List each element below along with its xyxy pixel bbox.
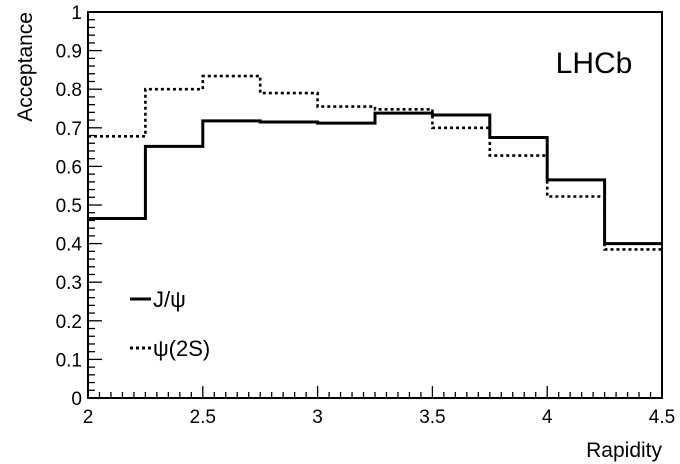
y-tick-label: 0.1: [56, 350, 82, 371]
series-jpsi-line: [88, 111, 662, 246]
y-tick-label: 0.8: [56, 80, 82, 101]
x-tick-label: 4.5: [649, 407, 675, 428]
y-tick-label: 0.4: [56, 235, 83, 256]
plot-frame: [87, 11, 663, 399]
x-tick-label: 2.5: [190, 407, 216, 428]
y-tick-label: 0.5: [56, 196, 82, 217]
x-tick-label: 2: [83, 407, 94, 428]
legend: J/ψ ψ(2S): [130, 287, 210, 361]
x-tick-label: 3.5: [419, 407, 445, 428]
x-axis-label: Rapidity: [586, 439, 662, 462]
y-tick-label: 0.9: [56, 42, 82, 63]
y-tick-label: 0.6: [56, 157, 82, 178]
y-tick-label: 1: [71, 3, 82, 24]
series-psi2s-line: [88, 74, 662, 251]
legend-label-jpsi: J/ψ: [153, 287, 186, 312]
y-axis-label: Acceptance: [14, 12, 37, 122]
x-tick-label: 3: [312, 407, 323, 428]
y-tick-label: 0.3: [56, 273, 82, 294]
y-tick-label: 0: [71, 389, 82, 410]
y-tick-label: 0.2: [56, 312, 82, 333]
experiment-label: LHCb: [556, 47, 633, 80]
y-tick-label: 0.7: [56, 119, 82, 140]
x-tick-label: 4: [542, 407, 553, 428]
legend-label-psi2s: ψ(2S): [153, 336, 210, 361]
